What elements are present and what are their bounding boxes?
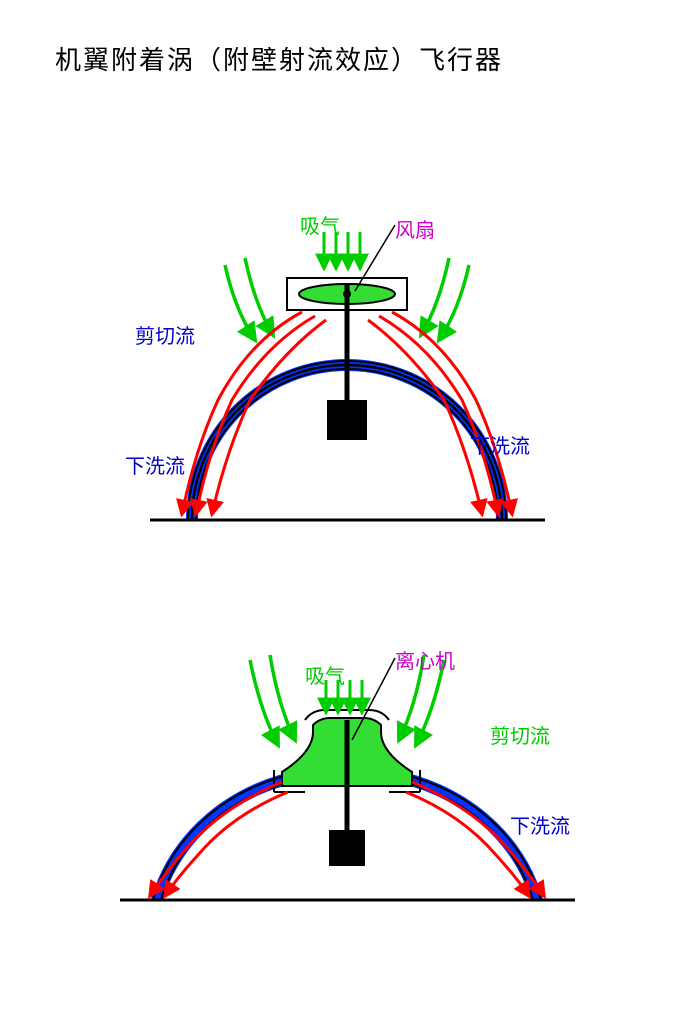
label-suction-2: 吸气 [305, 660, 345, 689]
motor2 [329, 830, 365, 866]
label-down-l: 下洗流 [125, 450, 185, 479]
shear-right [421, 258, 469, 340]
label-centrifuge: 离心机 [395, 645, 455, 674]
page-title: 机翼附着涡（附壁射流效应）飞行器 [55, 40, 503, 77]
label-fan: 风扇 [395, 214, 435, 243]
shear-left2 [250, 655, 295, 745]
diagram1 [150, 225, 545, 520]
label-shear-l: 剪切流 [135, 320, 195, 349]
diagram-svg [0, 0, 694, 1017]
shear-left [225, 258, 273, 340]
label-down-r: 下洗流 [470, 430, 530, 459]
label-suction-1: 吸气 [300, 210, 340, 239]
motor [327, 400, 367, 440]
label-shear-r2: 剪切流 [490, 720, 550, 749]
diagram2 [120, 655, 575, 900]
label-down-r2: 下洗流 [510, 810, 570, 839]
